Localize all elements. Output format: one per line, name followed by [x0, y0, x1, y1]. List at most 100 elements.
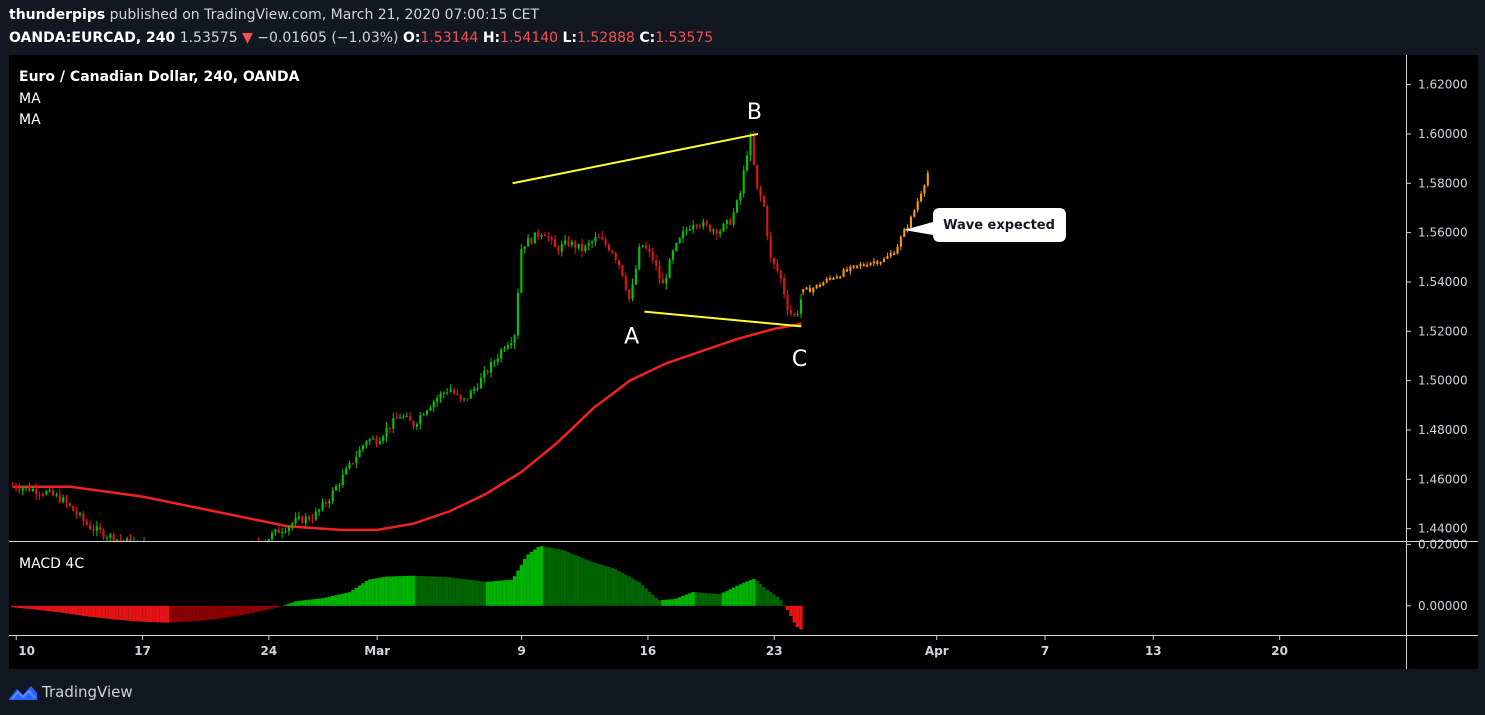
candle-body — [476, 388, 479, 390]
ma-legend-1[interactable]: MA — [19, 91, 41, 107]
macd-bar — [324, 597, 328, 606]
macd-bar — [654, 597, 658, 606]
candle-body — [18, 488, 21, 491]
macd-bar — [573, 555, 577, 606]
projection-body — [866, 264, 869, 267]
candle-body — [31, 488, 34, 492]
candle-body — [102, 530, 105, 538]
projection-body — [808, 287, 811, 293]
candle-body — [479, 377, 482, 389]
candle-body — [688, 229, 691, 231]
author-name[interactable]: thunderpips — [9, 7, 106, 23]
candle-body — [756, 164, 759, 188]
candle-body — [335, 486, 338, 491]
high-value: 1.54140 — [500, 30, 559, 46]
candle-body — [180, 554, 182, 557]
macd-bar — [10, 605, 15, 608]
candle-body — [207, 556, 209, 559]
macd-bar — [223, 605, 227, 618]
macd-legend[interactable]: MACD 4C — [19, 556, 84, 572]
macd-bar — [452, 577, 456, 606]
projection-body — [805, 287, 808, 290]
macd-bar — [179, 605, 183, 623]
candle-body — [702, 221, 705, 227]
candle-body — [392, 418, 395, 429]
time-tick-label: 16 — [640, 644, 657, 658]
macd-bar — [266, 605, 271, 610]
candle-body — [742, 170, 745, 194]
candle-body — [116, 539, 119, 541]
macd-bar — [738, 584, 743, 606]
ma-legend-2[interactable]: MA — [19, 112, 41, 128]
macd-bar — [576, 556, 581, 606]
tradingview-brand[interactable]: TradingView — [42, 683, 133, 701]
candle-body — [641, 245, 644, 247]
macd-bar — [674, 598, 679, 606]
macd-bar — [560, 549, 564, 606]
macd-bar — [509, 579, 513, 606]
macd-bar — [125, 605, 129, 621]
macd-bar — [661, 599, 665, 606]
candle-body — [725, 219, 728, 224]
candle-body — [270, 533, 274, 539]
candle-body — [533, 232, 536, 244]
projection-body — [909, 216, 913, 228]
macd-bar — [88, 605, 92, 617]
candle-body — [287, 526, 290, 532]
macd-bar — [408, 575, 412, 606]
macd-bar — [627, 576, 631, 606]
projection-body — [882, 258, 886, 262]
macd-tick-label: 0.02000 — [1418, 537, 1468, 551]
wave-label-a: A — [624, 325, 639, 350]
candle-body — [314, 511, 317, 520]
macd-bar — [731, 587, 736, 606]
macd-bar — [684, 594, 689, 606]
projection-body — [889, 253, 892, 257]
price-tick-label: 1.56000 — [1418, 226, 1468, 240]
macd-bar — [657, 600, 662, 606]
projection-body — [839, 276, 842, 279]
candle-body — [577, 243, 580, 249]
macd-bar — [421, 576, 426, 606]
projection-body — [920, 193, 923, 202]
candle-body — [678, 237, 681, 244]
candle-body — [446, 391, 449, 393]
macd-bar — [169, 605, 173, 623]
candle-body — [173, 549, 175, 550]
candle-body — [14, 485, 18, 489]
macd-bar — [216, 605, 220, 619]
high-label: H: — [482, 30, 501, 46]
macd-bar — [519, 564, 524, 606]
chart-svg[interactable]: ABC 1.620001.600001.580001.560001.540001… — [9, 55, 1478, 669]
macd-pane[interactable] — [10, 546, 803, 630]
macd-bar — [172, 605, 177, 623]
candle-body — [634, 268, 637, 285]
candle-body — [665, 278, 668, 284]
candle-body — [425, 410, 429, 415]
candle-body — [651, 251, 654, 261]
macd-bar — [209, 605, 214, 620]
candle-body — [530, 238, 533, 244]
price-pane[interactable]: A B C — [11, 100, 929, 566]
macd-bar — [351, 590, 355, 606]
projection-body — [893, 253, 896, 256]
tradingview-logo-icon[interactable] — [8, 683, 38, 701]
macd-bar — [752, 579, 756, 606]
macd-bar — [708, 593, 712, 606]
projection-body — [923, 185, 926, 194]
macd-bar — [600, 564, 604, 606]
candle-body — [241, 549, 243, 554]
candle-body — [297, 516, 301, 519]
candle-body — [361, 445, 365, 450]
macd-bar — [630, 578, 635, 606]
macd-bar — [718, 594, 722, 606]
macd-bar — [105, 605, 109, 619]
macd-bar — [593, 562, 598, 606]
macd-bar — [182, 605, 187, 622]
price-tick-label: 1.58000 — [1418, 176, 1468, 190]
candle-body — [122, 540, 125, 541]
macd-bar — [378, 577, 382, 606]
macd-bar — [556, 549, 561, 606]
macd-bar — [728, 589, 732, 606]
